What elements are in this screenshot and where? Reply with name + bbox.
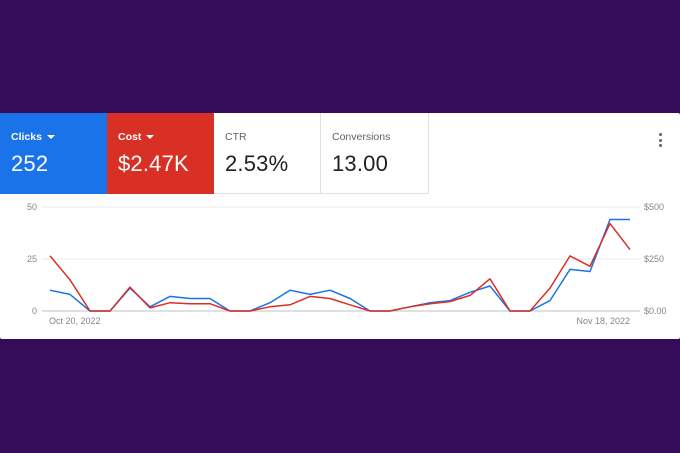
- right-axis-tick-label: $250: [644, 254, 664, 264]
- metric-label: Conversions: [332, 131, 391, 143]
- metric-label: Clicks: [11, 131, 42, 143]
- clicks-series-line: [49, 218, 630, 312]
- left-axis-tick-label: 0: [32, 306, 37, 316]
- metric-value: 252: [11, 151, 49, 176]
- dropdown-caret-icon[interactable]: [146, 135, 155, 139]
- right-axis-tick-label: $500: [644, 202, 664, 212]
- metric-tile-cost[interactable]: Cost $2.47K: [107, 113, 214, 194]
- left-axis-tick-label: 25: [27, 254, 37, 264]
- metric-tile-conversions[interactable]: Conversions 13.00: [321, 113, 429, 194]
- metric-value: 13.00: [332, 151, 389, 176]
- performance-card: Clicks 252 Cost $2.47K CTR 2.53% Convers…: [0, 113, 680, 339]
- metric-tiles: Clicks 252 Cost $2.47K CTR 2.53% Convers…: [0, 113, 680, 194]
- metric-tile-ctr[interactable]: CTR 2.53%: [214, 113, 321, 194]
- metric-label-row: Cost: [118, 131, 214, 143]
- x-axis-start-label: Oct 20, 2022: [49, 316, 101, 326]
- metric-value: 2.53%: [225, 151, 289, 176]
- metric-value: $2.47K: [118, 151, 189, 176]
- cost-series-line: [49, 222, 631, 312]
- left-axis-tick-label: 50: [27, 202, 37, 212]
- more-vert-icon[interactable]: [658, 133, 662, 147]
- x-axis-end-label: Nov 18, 2022: [576, 316, 630, 326]
- right-axis-tick-label: $0.00: [644, 306, 667, 316]
- metric-tile-clicks[interactable]: Clicks 252: [0, 113, 107, 194]
- metric-label: CTR: [225, 131, 247, 143]
- metric-label: Cost: [118, 131, 142, 143]
- performance-chart: 0 25 50 $0.00 $250 $500 Oct 20, 2022 Nov 18,…: [27, 202, 667, 326]
- dropdown-caret-icon[interactable]: [46, 135, 55, 139]
- metric-label-row: Clicks: [11, 131, 107, 143]
